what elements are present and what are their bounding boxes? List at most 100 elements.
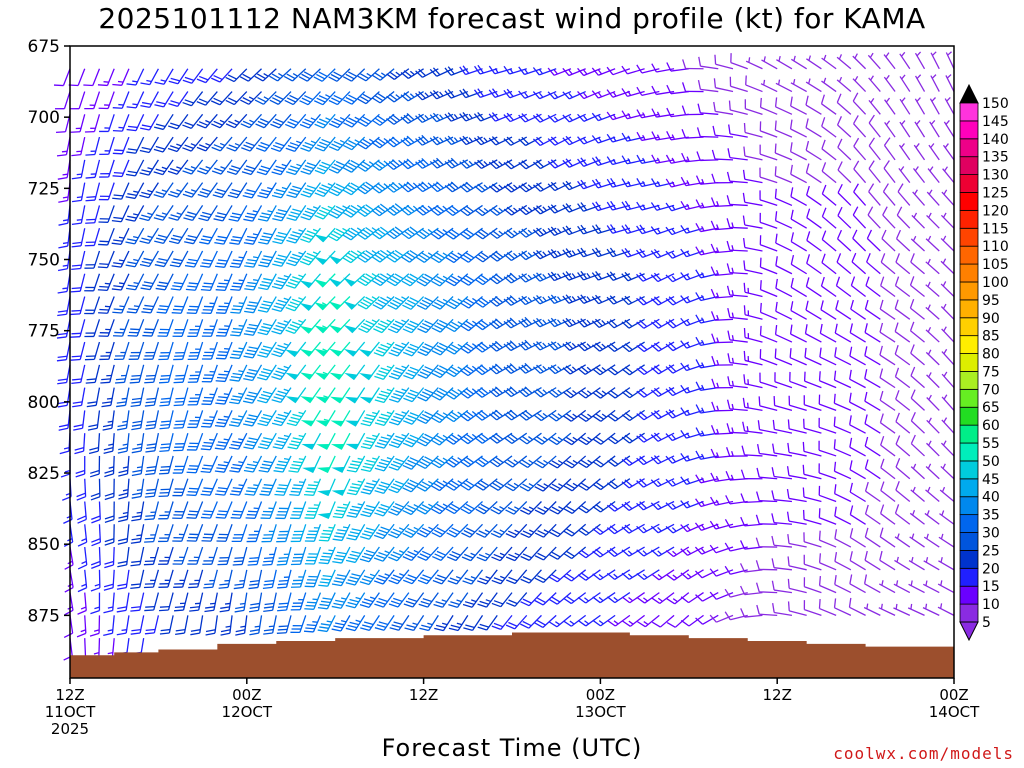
wind-barb bbox=[533, 432, 557, 445]
wind-barb bbox=[68, 68, 86, 87]
wind-barb bbox=[173, 432, 189, 452]
credit-link[interactable]: coolwx.com/models bbox=[833, 744, 1014, 763]
wind-barb bbox=[606, 224, 631, 234]
wind-barb bbox=[314, 113, 336, 129]
wind-barb bbox=[709, 614, 734, 623]
wind-barb bbox=[196, 91, 218, 106]
wind-barb bbox=[58, 182, 71, 203]
wind-barb bbox=[489, 455, 513, 468]
wind-barb bbox=[520, 546, 542, 561]
wind-barb bbox=[941, 394, 955, 411]
wind-barb bbox=[709, 544, 734, 554]
wind-barb bbox=[225, 91, 248, 106]
wind-barb bbox=[130, 546, 145, 567]
wind-barb bbox=[759, 302, 778, 320]
colorbar-label: 130 bbox=[982, 168, 1009, 184]
wind-barb bbox=[99, 159, 115, 178]
wind-barb bbox=[445, 432, 469, 445]
wind-barb bbox=[837, 161, 852, 184]
wind-barb bbox=[606, 247, 631, 258]
wind-barb bbox=[922, 580, 940, 594]
colorbar-swatch bbox=[959, 424, 979, 444]
wind-barb bbox=[834, 347, 852, 366]
wind-barb bbox=[756, 444, 778, 457]
wind-barb bbox=[274, 478, 292, 496]
wind-barb bbox=[304, 478, 322, 496]
wind-barb bbox=[460, 318, 483, 332]
wind-barb bbox=[417, 387, 439, 402]
wind-barb bbox=[271, 387, 292, 404]
wind-barb bbox=[834, 484, 852, 503]
wind-barb bbox=[680, 317, 704, 327]
wind-barb bbox=[57, 364, 71, 385]
wind-barb bbox=[386, 68, 410, 80]
wind-barb bbox=[142, 319, 160, 337]
wind-barb bbox=[805, 95, 822, 115]
wind-barb bbox=[849, 437, 866, 457]
wind-barb bbox=[115, 364, 130, 384]
wind-barb bbox=[157, 319, 174, 337]
wind-barb bbox=[374, 387, 395, 404]
wind-barb bbox=[665, 178, 689, 188]
wind-barb bbox=[139, 205, 159, 222]
wind-barb bbox=[680, 201, 704, 211]
wind-barb bbox=[680, 384, 704, 394]
colorbar-label: 70 bbox=[982, 382, 1000, 398]
wind-barb bbox=[755, 537, 778, 548]
wind-barb bbox=[803, 600, 822, 616]
wind-barb bbox=[271, 159, 292, 176]
wind-barb bbox=[474, 455, 498, 468]
wind-barb bbox=[849, 528, 866, 548]
wind-barb bbox=[474, 341, 498, 353]
wind-barb bbox=[202, 546, 218, 565]
wind-barb bbox=[402, 296, 425, 310]
wind-barb bbox=[803, 577, 822, 594]
wind-barb bbox=[518, 432, 542, 445]
wind-barb bbox=[790, 96, 807, 115]
wind-barb bbox=[257, 364, 277, 381]
wind-barb bbox=[374, 501, 395, 517]
wind-barb bbox=[803, 554, 822, 571]
wind-barb bbox=[72, 387, 86, 408]
wind-barb bbox=[243, 387, 263, 404]
wind-barb bbox=[244, 296, 263, 314]
wind-barb bbox=[143, 569, 160, 589]
wind-barb bbox=[818, 485, 837, 503]
wind-barb bbox=[159, 433, 174, 453]
wind-barb bbox=[907, 603, 925, 616]
wind-barb bbox=[636, 364, 660, 376]
wind-barb bbox=[650, 248, 675, 259]
wind-barb bbox=[328, 227, 351, 242]
wind-barb bbox=[695, 498, 719, 508]
wind-barbs-layer bbox=[53, 51, 955, 661]
wind-barb bbox=[745, 57, 763, 70]
wind-barb bbox=[606, 318, 631, 329]
wind-barb bbox=[343, 91, 366, 105]
wind-barb bbox=[534, 569, 557, 584]
wind-barb bbox=[356, 226, 380, 240]
wind-barb bbox=[852, 75, 867, 93]
wind-barb bbox=[897, 183, 911, 206]
wind-barb bbox=[90, 547, 101, 570]
wind-barb bbox=[821, 184, 837, 206]
wind-barb bbox=[489, 250, 513, 262]
wind-barb bbox=[726, 195, 748, 207]
wind-barb bbox=[650, 455, 675, 465]
wind-barb bbox=[172, 501, 189, 520]
wind-barb bbox=[488, 363, 513, 375]
wind-barb bbox=[695, 592, 719, 602]
wind-barb bbox=[775, 278, 793, 298]
wind-barb bbox=[834, 529, 852, 548]
wind-barb bbox=[680, 362, 704, 372]
wind-barb bbox=[90, 478, 101, 501]
wind-barb bbox=[76, 478, 87, 501]
wind-barb bbox=[636, 341, 660, 353]
wind-barb bbox=[130, 592, 145, 612]
wind-barb bbox=[710, 496, 734, 506]
wind-barb bbox=[680, 224, 704, 234]
wind-barb bbox=[112, 296, 130, 314]
wind-barb bbox=[99, 136, 115, 156]
wind-barb bbox=[894, 556, 911, 571]
wind-barb bbox=[299, 250, 321, 266]
wind-barb bbox=[743, 305, 763, 320]
